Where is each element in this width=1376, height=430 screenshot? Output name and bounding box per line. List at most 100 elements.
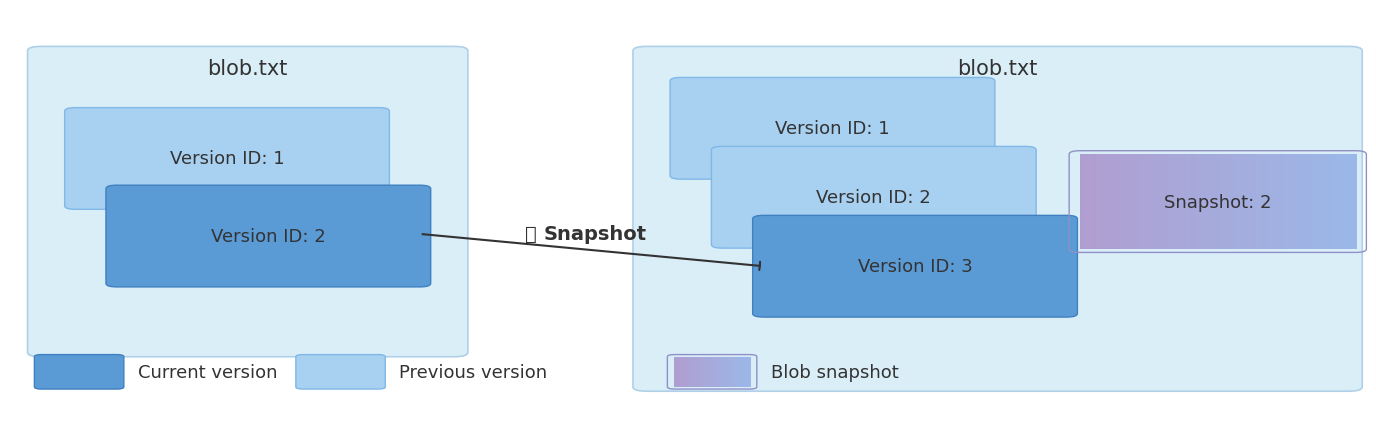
Bar — [1119, 155, 1126, 249]
Bar — [1080, 155, 1087, 249]
Bar — [1196, 155, 1203, 249]
Bar — [1190, 155, 1197, 249]
Text: Blob snapshot: Blob snapshot — [771, 363, 899, 381]
Bar — [1168, 155, 1175, 249]
Bar — [720, 357, 724, 387]
Bar — [687, 357, 691, 387]
Bar — [1300, 155, 1307, 249]
Text: Version ID: 1: Version ID: 1 — [169, 150, 285, 168]
Bar — [705, 357, 709, 387]
Bar — [1185, 155, 1192, 249]
FancyBboxPatch shape — [296, 355, 385, 389]
Bar — [710, 357, 713, 387]
Bar — [1256, 155, 1263, 249]
Bar — [713, 357, 716, 387]
Text: Snapshot: 2: Snapshot: 2 — [1164, 193, 1271, 211]
Bar — [696, 357, 700, 387]
Bar — [747, 357, 751, 387]
Bar — [1322, 155, 1329, 249]
Bar — [1157, 155, 1164, 249]
FancyBboxPatch shape — [106, 186, 431, 287]
Bar — [1201, 155, 1208, 249]
Bar — [740, 357, 743, 387]
Bar — [677, 357, 681, 387]
Bar — [1234, 155, 1241, 249]
Bar — [1091, 155, 1098, 249]
Bar — [699, 357, 703, 387]
Bar — [738, 357, 742, 387]
FancyBboxPatch shape — [670, 78, 995, 180]
Bar — [1146, 155, 1153, 249]
FancyBboxPatch shape — [65, 108, 389, 210]
Bar — [1207, 155, 1214, 249]
Bar — [1113, 155, 1120, 249]
Bar — [1262, 155, 1269, 249]
Bar — [1284, 155, 1291, 249]
Text: Version ID: 1: Version ID: 1 — [775, 120, 890, 138]
Bar — [1135, 155, 1142, 249]
Bar — [735, 357, 739, 387]
Bar — [1333, 155, 1340, 249]
Bar — [1229, 155, 1236, 249]
Text: Version ID: 3: Version ID: 3 — [857, 258, 973, 276]
Bar — [689, 357, 694, 387]
FancyBboxPatch shape — [633, 47, 1362, 391]
Bar — [1306, 155, 1313, 249]
FancyBboxPatch shape — [28, 47, 468, 357]
Bar — [1273, 155, 1280, 249]
Bar — [674, 357, 678, 387]
Bar — [1152, 155, 1159, 249]
Bar — [1179, 155, 1186, 249]
Bar — [702, 357, 706, 387]
Text: Version ID: 2: Version ID: 2 — [211, 227, 326, 246]
Bar — [727, 357, 731, 387]
Text: blob.txt: blob.txt — [958, 59, 1038, 79]
Bar — [1163, 155, 1170, 249]
Bar — [1317, 155, 1324, 249]
Text: Previous version: Previous version — [399, 363, 548, 381]
Text: 📷: 📷 — [524, 225, 537, 244]
Bar — [1212, 155, 1219, 249]
Bar — [1344, 155, 1351, 249]
FancyBboxPatch shape — [34, 355, 124, 389]
Bar — [722, 357, 727, 387]
Bar — [1311, 155, 1318, 249]
Bar — [1174, 155, 1181, 249]
Bar — [684, 357, 688, 387]
Bar — [1267, 155, 1274, 249]
Bar — [1141, 155, 1148, 249]
Bar — [1130, 155, 1137, 249]
Bar — [680, 357, 682, 387]
Bar — [1350, 155, 1357, 249]
Bar — [725, 357, 729, 387]
Bar — [1295, 155, 1302, 249]
Bar — [692, 357, 696, 387]
FancyBboxPatch shape — [753, 216, 1077, 317]
Bar — [1124, 155, 1131, 249]
Bar — [1289, 155, 1296, 249]
Bar — [1240, 155, 1247, 249]
Bar — [1245, 155, 1252, 249]
Bar — [1251, 155, 1258, 249]
Bar — [1086, 155, 1093, 249]
Text: blob.txt: blob.txt — [208, 59, 288, 79]
Bar — [743, 357, 746, 387]
FancyBboxPatch shape — [711, 147, 1036, 249]
Bar — [729, 357, 733, 387]
Text: Snapshot: Snapshot — [544, 225, 647, 244]
Bar — [1218, 155, 1225, 249]
Bar — [1278, 155, 1285, 249]
Text: Version ID: 2: Version ID: 2 — [816, 189, 932, 207]
Bar — [717, 357, 721, 387]
Bar — [695, 357, 699, 387]
Bar — [1097, 155, 1104, 249]
Bar — [707, 357, 711, 387]
Bar — [682, 357, 685, 387]
Bar — [1328, 155, 1335, 249]
Bar — [1339, 155, 1346, 249]
Bar — [714, 357, 718, 387]
Bar — [1102, 155, 1109, 249]
Bar — [1108, 155, 1115, 249]
Bar — [732, 357, 736, 387]
Text: Current version: Current version — [138, 363, 277, 381]
